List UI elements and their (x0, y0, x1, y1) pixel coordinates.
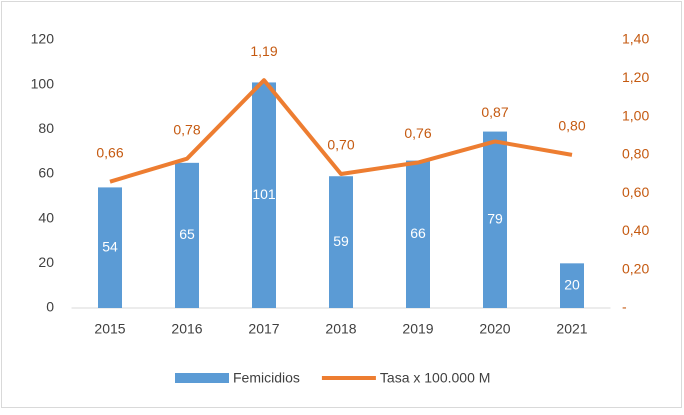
bar (483, 131, 507, 308)
line-value-label: 1,19 (250, 43, 277, 59)
bar (175, 162, 199, 308)
bar-value-label: 59 (333, 233, 349, 249)
bar (406, 160, 430, 308)
line-value-label: 0,70 (327, 137, 354, 153)
x-tick-label: 2016 (171, 321, 202, 337)
line-value-label: 0,87 (481, 104, 508, 120)
bar (252, 82, 276, 308)
x-tick-label: 2020 (479, 321, 510, 337)
legend-label: Tasa x 100.000 M (380, 370, 491, 386)
y2-tick-label: 1,40 (622, 31, 649, 47)
line-value-label: 0,66 (96, 144, 123, 160)
line-value-label: 0,80 (558, 118, 585, 134)
y2-tick-label: 1,00 (622, 107, 649, 123)
y-tick-label: 0 (46, 299, 54, 315)
bar (98, 187, 122, 308)
x-tick-label: 2015 (94, 321, 125, 337)
y2-tick-label: 0,20 (622, 260, 649, 276)
x-tick-label: 2017 (248, 321, 279, 337)
bar-value-label: 79 (487, 210, 503, 226)
bar-value-label: 101 (252, 186, 276, 202)
y-tick-label: 20 (38, 254, 54, 270)
legend-label: Femicidios (233, 370, 300, 386)
y-tick-label: 120 (31, 31, 55, 47)
y2-tick-label: 0,80 (622, 146, 649, 162)
y-tick-label: 100 (31, 75, 55, 91)
line-value-label: 0,76 (404, 125, 431, 141)
x-tick-label: 2018 (325, 321, 356, 337)
line (109, 78, 573, 184)
bar-value-label: 65 (179, 226, 195, 242)
legend-swatch (175, 373, 229, 383)
y-tick-label: 80 (38, 120, 54, 136)
x-tick-label: 2021 (556, 321, 587, 337)
y2-tick-label: - (622, 299, 627, 315)
bar-value-label: 54 (102, 238, 118, 254)
y2-tick-label: 0,40 (622, 222, 649, 238)
y2-tick-label: 0,60 (622, 184, 649, 200)
bar (560, 263, 584, 308)
y-tick-label: 40 (38, 209, 54, 225)
bar (329, 176, 353, 308)
bar-value-label: 20 (564, 276, 580, 292)
bar-value-label: 66 (410, 225, 426, 241)
x-tick-label: 2019 (402, 321, 433, 337)
line-value-label: 0,78 (173, 121, 200, 137)
y2-tick-label: 1,20 (622, 69, 649, 85)
y-tick-label: 60 (38, 165, 54, 181)
